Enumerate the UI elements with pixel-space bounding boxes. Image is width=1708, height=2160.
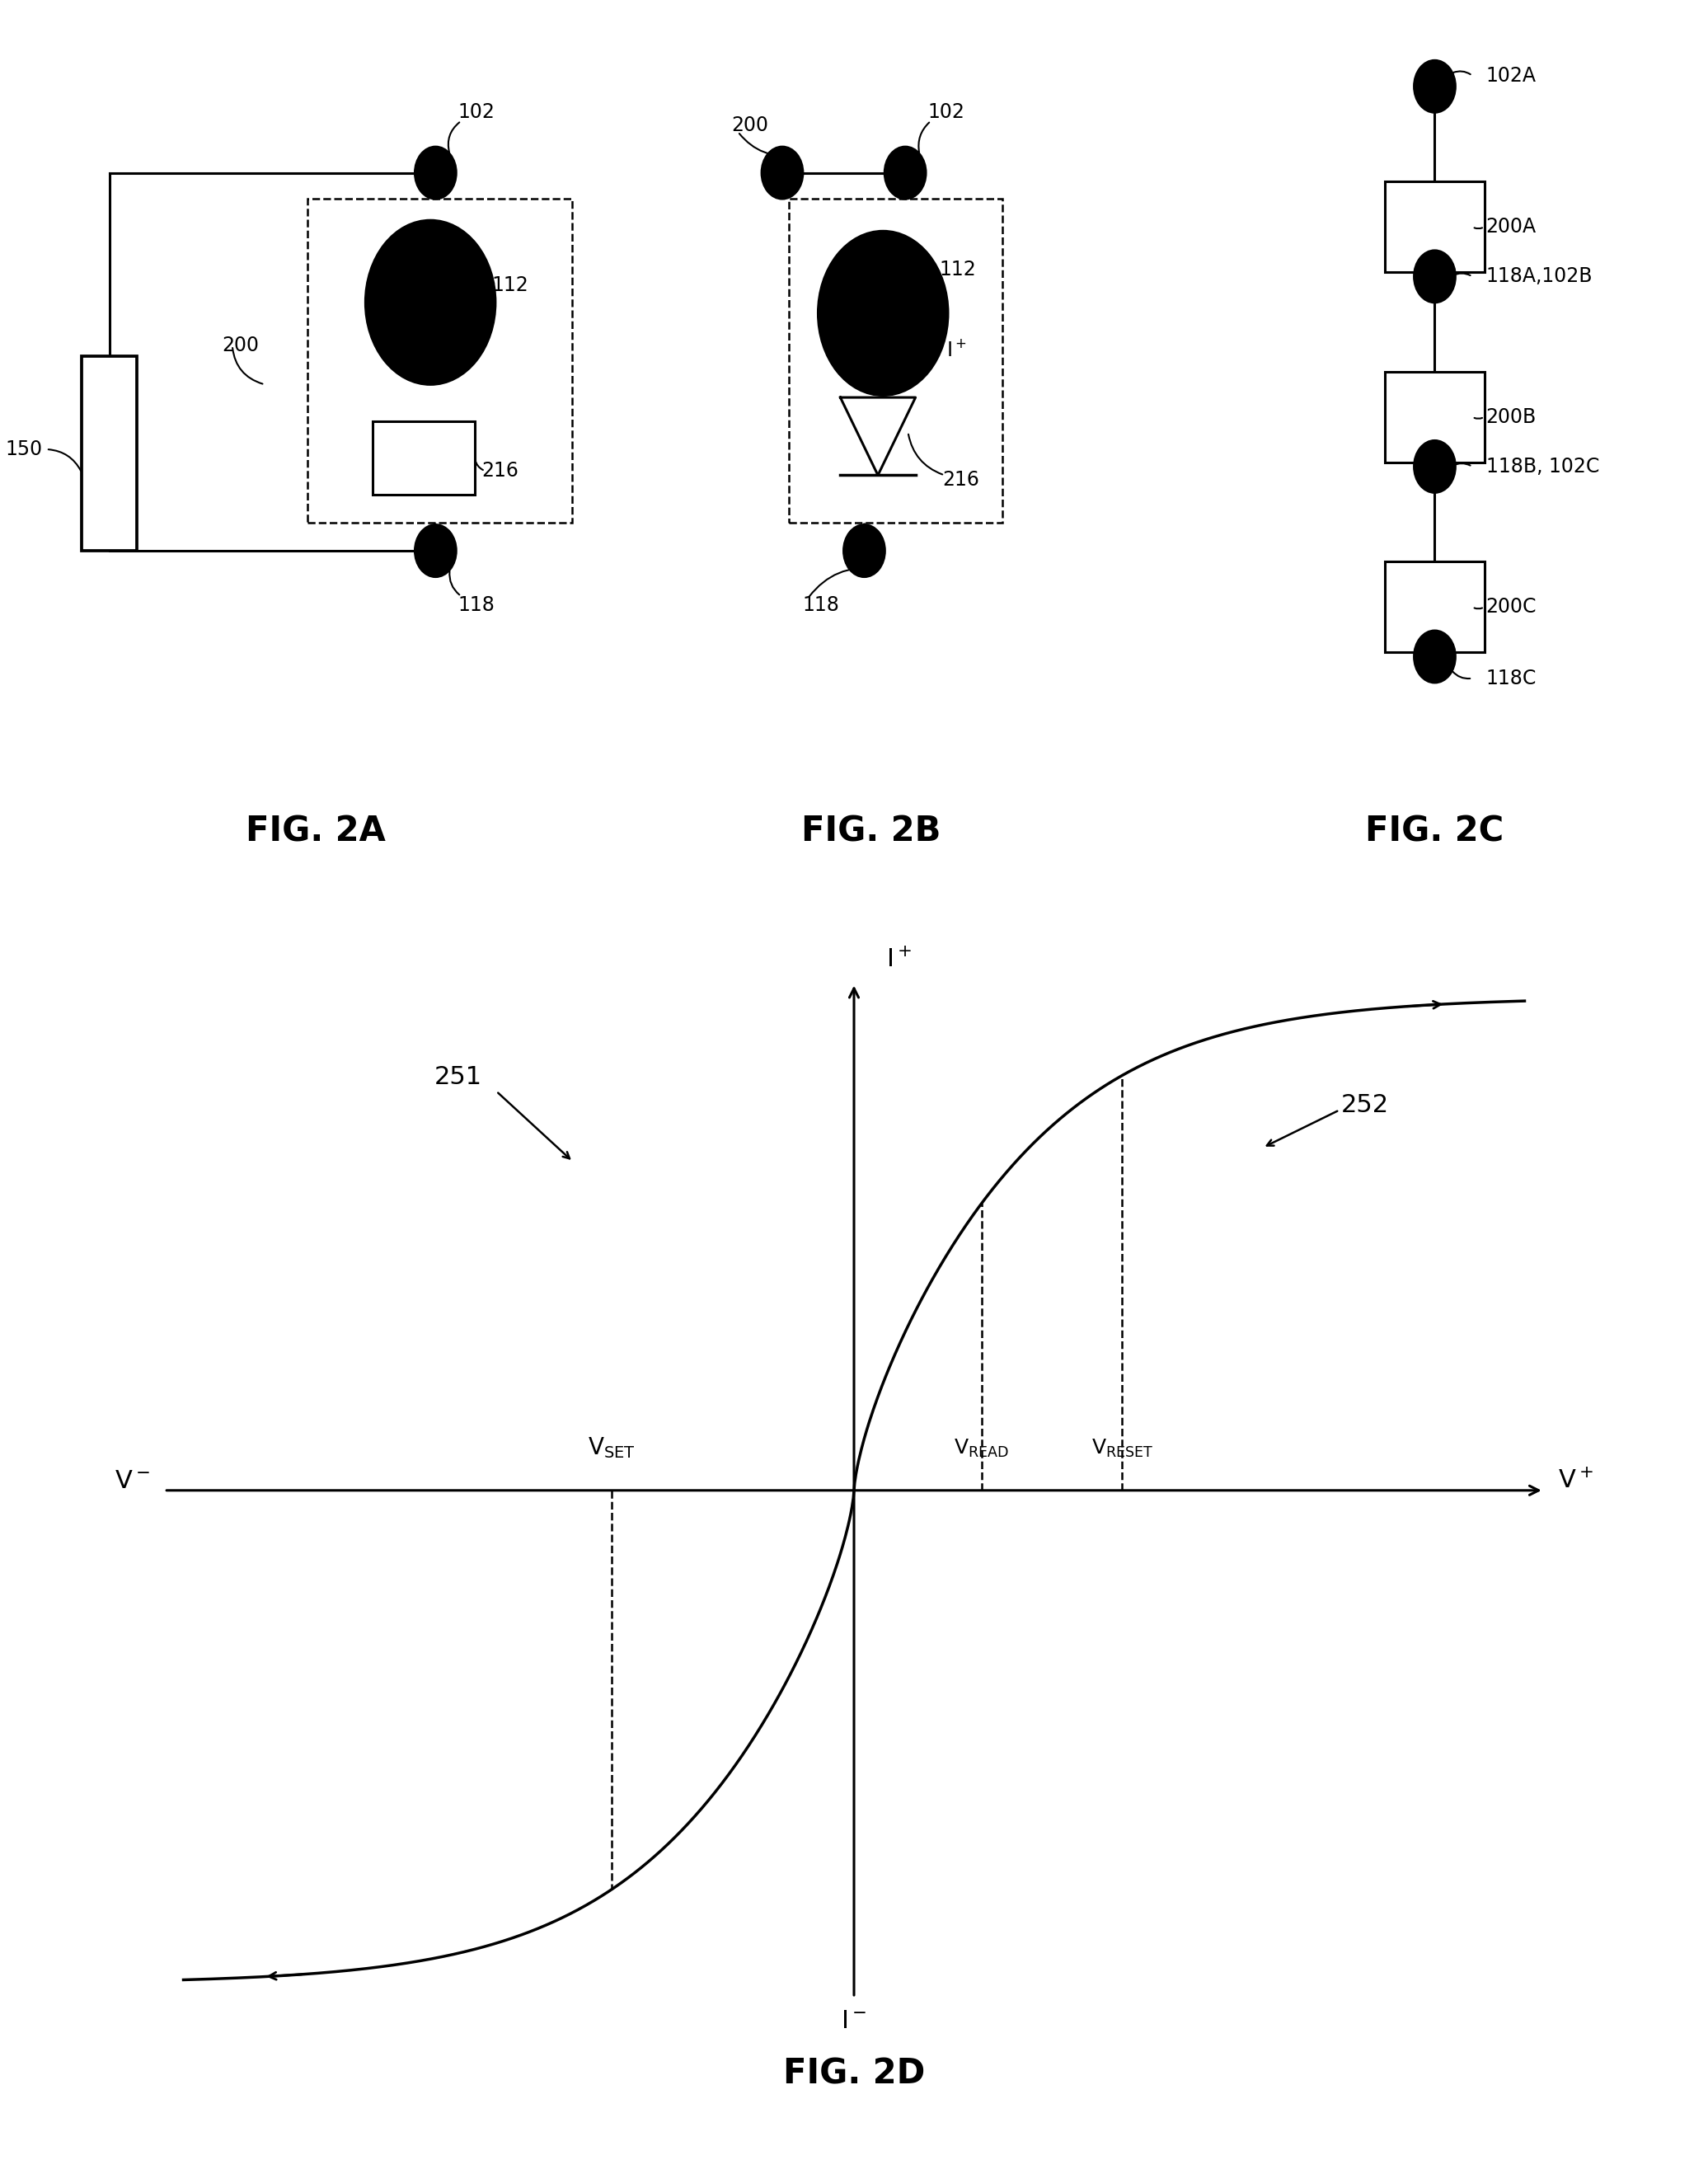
Circle shape — [1414, 251, 1455, 302]
Polygon shape — [840, 397, 915, 475]
Text: I$^-$: I$^-$ — [842, 2009, 866, 2033]
Circle shape — [844, 525, 885, 577]
Text: FIG. 2C: FIG. 2C — [1365, 814, 1505, 849]
Text: 150: 150 — [5, 438, 43, 460]
Text: 118: 118 — [803, 594, 840, 616]
Text: V$^-$: V$^-$ — [114, 1469, 150, 1493]
Circle shape — [885, 147, 926, 199]
Text: 112: 112 — [939, 259, 977, 281]
Text: 200C: 200C — [1486, 596, 1537, 618]
Text: 102: 102 — [927, 102, 965, 123]
Circle shape — [415, 525, 456, 577]
Text: FIG. 2B: FIG. 2B — [801, 814, 941, 849]
Text: V$_{\rm READ}$: V$_{\rm READ}$ — [955, 1436, 1009, 1458]
Text: I$^+$: I$^+$ — [946, 339, 967, 361]
Bar — [372, 421, 475, 495]
Text: 102A: 102A — [1486, 65, 1535, 86]
Text: FIG. 2D: FIG. 2D — [782, 2056, 926, 2091]
Text: I$^+$: I$^+$ — [886, 948, 912, 972]
Text: 118B, 102C: 118B, 102C — [1486, 456, 1599, 477]
Text: 252: 252 — [1341, 1093, 1389, 1117]
Circle shape — [1414, 441, 1455, 492]
Bar — [82, 356, 137, 551]
Text: FIG. 2A: FIG. 2A — [246, 814, 386, 849]
Bar — [1385, 372, 1484, 462]
Bar — [307, 199, 572, 523]
Circle shape — [818, 231, 948, 395]
Circle shape — [1414, 60, 1455, 112]
Text: 118C: 118C — [1486, 667, 1537, 689]
Circle shape — [1414, 631, 1455, 683]
Bar — [789, 199, 1003, 523]
Text: 118A,102B: 118A,102B — [1486, 266, 1594, 287]
Text: 216: 216 — [943, 469, 980, 490]
Bar — [1385, 562, 1484, 652]
Text: 216: 216 — [482, 460, 519, 482]
Text: 102: 102 — [458, 102, 495, 123]
Circle shape — [762, 147, 803, 199]
Text: 200: 200 — [222, 335, 260, 356]
Text: 200: 200 — [731, 114, 769, 136]
Text: V$_{\rm SET}$: V$_{\rm SET}$ — [588, 1436, 635, 1460]
Text: 200B: 200B — [1486, 406, 1537, 428]
Bar — [1385, 181, 1484, 272]
Circle shape — [415, 147, 456, 199]
Circle shape — [366, 220, 495, 384]
Text: 112: 112 — [492, 274, 529, 296]
Text: V$_{\rm RESET}$: V$_{\rm RESET}$ — [1091, 1436, 1153, 1458]
Text: V$^+$: V$^+$ — [1558, 1469, 1594, 1493]
Text: 251: 251 — [434, 1065, 482, 1089]
Text: 118: 118 — [458, 594, 495, 616]
Text: 200A: 200A — [1486, 216, 1537, 238]
